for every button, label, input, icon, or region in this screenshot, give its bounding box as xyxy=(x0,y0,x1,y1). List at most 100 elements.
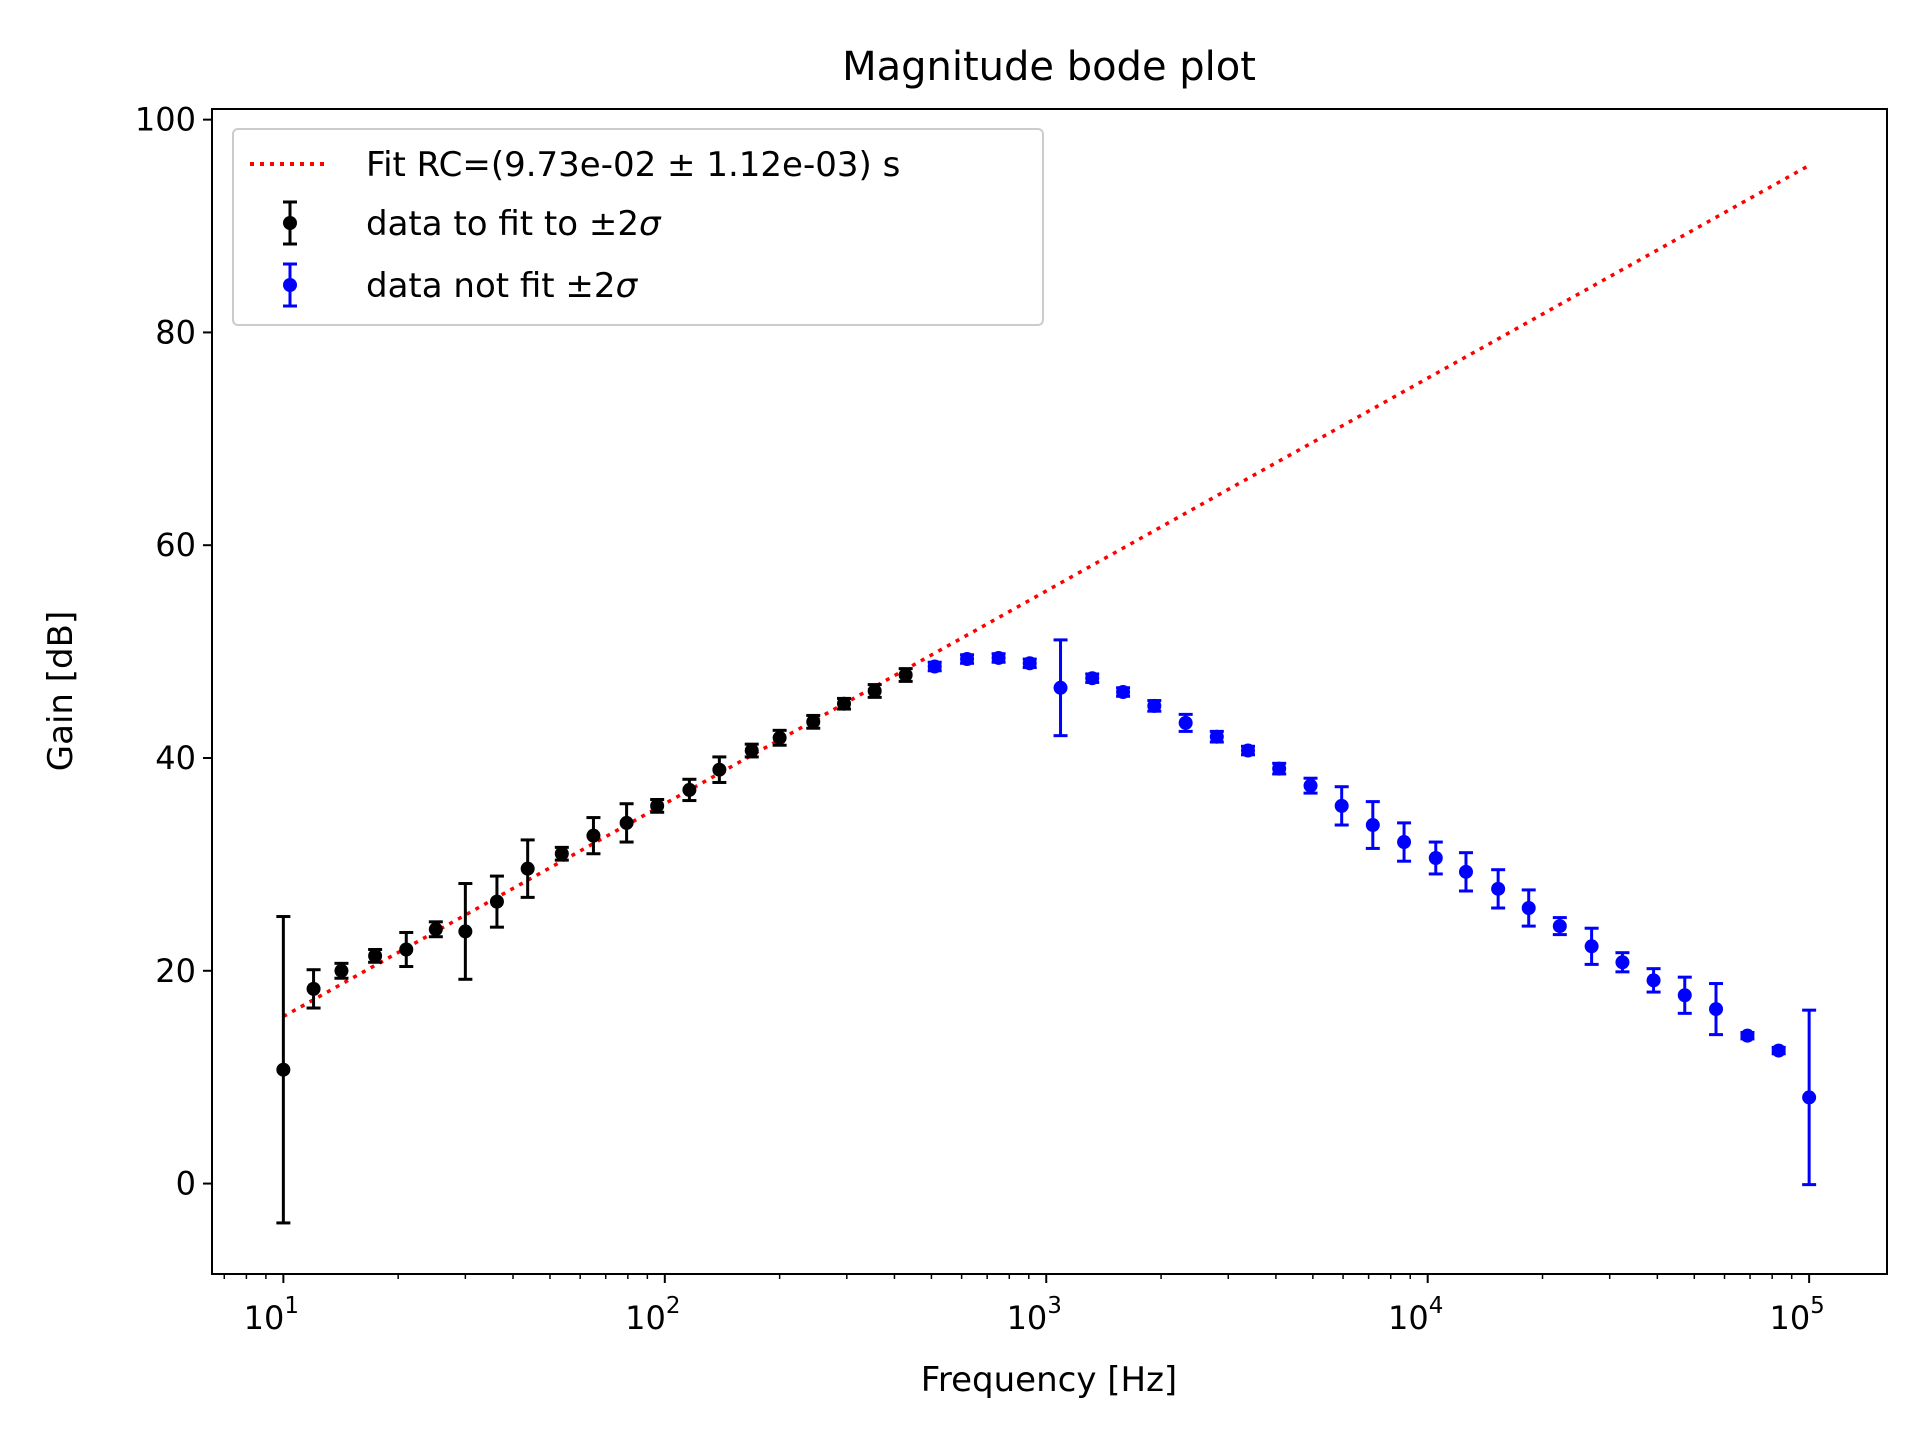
not-fit-data-point-17 xyxy=(1458,851,1473,893)
not-fit-data-point-28 xyxy=(1802,1008,1817,1187)
fit-data-point-17 xyxy=(806,713,821,730)
not-fit-data-point-14 xyxy=(1365,800,1380,850)
fit-data-marker-19 xyxy=(867,683,882,698)
not-fit-data-point-0 xyxy=(927,659,942,674)
not-fit-data-marker-5 xyxy=(1085,671,1100,686)
fit-data-point-3 xyxy=(368,948,383,964)
x-tick-base-4: 10 xyxy=(1769,1299,1810,1337)
not-fit-data-marker-18 xyxy=(1491,881,1506,896)
not-fit-data-point-15 xyxy=(1397,821,1412,863)
legend-fit-data-sample xyxy=(283,200,297,246)
fit-data-point-8 xyxy=(520,838,535,899)
y-tick-label-2: 40 xyxy=(155,739,196,777)
not-fit-data-marker-11 xyxy=(1272,761,1287,776)
not-fit-data-point-12 xyxy=(1303,776,1318,795)
not-fit-data-point-18 xyxy=(1491,868,1506,910)
fit-data-marker-11 xyxy=(619,815,634,830)
legend: Fit RC=(9.73e-02 ± 1.12e-03) s data to f… xyxy=(232,128,1044,326)
not-fit-data-marker-13 xyxy=(1334,798,1349,813)
not-fit-data-marker-4 xyxy=(1053,680,1068,695)
not-fit-data-marker-1 xyxy=(960,652,975,667)
fit-data-point-19 xyxy=(867,683,882,699)
not-fit-data-point-2 xyxy=(991,650,1006,665)
fit-data-point-6 xyxy=(458,882,473,981)
x-tick-label-0: 101 xyxy=(244,1293,299,1337)
legend-not-fit-label: data not fit ±2σ xyxy=(366,266,639,306)
not-fit-data-marker-25 xyxy=(1709,1002,1724,1017)
not-fit-data-point-11 xyxy=(1272,761,1287,776)
fit-data-marker-1 xyxy=(306,981,321,996)
not-fit-data-marker-15 xyxy=(1397,835,1412,850)
x-tick-base-3: 10 xyxy=(1388,1299,1429,1337)
fit-data-marker-4 xyxy=(399,942,414,957)
legend-fit-data-marker xyxy=(283,216,297,230)
x-tick-exp-1: 2 xyxy=(666,1293,681,1319)
not-fit-data-marker-0 xyxy=(927,659,942,674)
fit-data-marker-16 xyxy=(772,730,787,745)
fit-data-marker-8 xyxy=(520,861,535,876)
fit-data-point-11 xyxy=(619,802,634,844)
fit-data-point-20 xyxy=(898,667,913,683)
x-tick-label-2: 103 xyxy=(1007,1293,1062,1337)
chart-title: Magnitude bode plot xyxy=(842,44,1256,90)
fit-data-marker-15 xyxy=(744,743,759,758)
y-tick-label-0: 0 xyxy=(176,1165,196,1203)
fit-data-marker-17 xyxy=(806,714,821,729)
fit-data-point-5 xyxy=(428,920,443,939)
not-fit-data-marker-20 xyxy=(1552,919,1567,934)
x-axis-ticks: 101 102 103 104 105 xyxy=(223,1274,1825,1337)
not-fit-data-marker-10 xyxy=(1241,743,1256,758)
not-fit-data-marker-8 xyxy=(1178,715,1193,730)
fit-data-marker-5 xyxy=(428,922,443,937)
y-tick-label-1: 20 xyxy=(155,952,196,990)
legend-not-fit-text: data not fit ±2 xyxy=(366,266,616,306)
legend-not-fit-sigma: σ xyxy=(616,266,639,306)
plot-frame xyxy=(211,108,1888,1275)
not-fit-data-point-6 xyxy=(1116,685,1131,700)
y-axis-label: Gain [dB] xyxy=(41,611,81,771)
not-fit-data-marker-7 xyxy=(1147,698,1162,713)
legend-not-fit-sample xyxy=(283,262,297,308)
not-fit-data-point-3 xyxy=(1022,656,1037,671)
not-fit-data-point-27 xyxy=(1771,1043,1786,1058)
not-fit-data-marker-27 xyxy=(1771,1043,1786,1058)
fit-data-point-13 xyxy=(682,777,697,803)
fit-data-marker-12 xyxy=(650,798,665,813)
x-tick-label-4: 105 xyxy=(1769,1293,1824,1337)
y-tick-label-3: 60 xyxy=(155,526,196,564)
not-fit-data-point-26 xyxy=(1740,1028,1755,1043)
not-fit-data-marker-2 xyxy=(991,650,1006,665)
fit-data-point-12 xyxy=(650,797,665,814)
data-points-layer xyxy=(276,638,1817,1225)
fit-data-marker-13 xyxy=(682,782,697,797)
not-fit-data-point-7 xyxy=(1147,698,1162,713)
fit-data-marker-14 xyxy=(712,762,727,777)
fit-data-point-7 xyxy=(489,874,504,929)
not-fit-data-point-1 xyxy=(960,652,975,667)
fit-data-point-4 xyxy=(399,930,414,969)
fit-data-point-15 xyxy=(744,742,759,759)
not-fit-data-point-24 xyxy=(1677,975,1692,1015)
fit-line xyxy=(282,163,1810,1019)
fit-data-marker-6 xyxy=(458,924,473,939)
not-fit-data-point-4 xyxy=(1053,638,1068,738)
not-fit-data-point-23 xyxy=(1646,967,1661,994)
not-fit-data-point-19 xyxy=(1521,888,1536,928)
not-fit-data-marker-16 xyxy=(1428,851,1443,866)
legend-fit-data-text: data to fit to ±2 xyxy=(366,204,639,244)
not-fit-data-marker-3 xyxy=(1022,656,1037,671)
not-fit-data-point-10 xyxy=(1241,743,1256,758)
not-fit-data-marker-14 xyxy=(1365,818,1380,833)
legend-fit-data-label: data to fit to ±2σ xyxy=(366,204,662,244)
x-tick-exp-2: 3 xyxy=(1047,1293,1062,1319)
not-fit-data-point-21 xyxy=(1584,926,1599,966)
not-fit-data-point-5 xyxy=(1085,671,1100,686)
y-axis-ticks: 0 20 40 60 80 100 xyxy=(135,101,212,1203)
x-tick-exp-0: 1 xyxy=(284,1293,299,1319)
y-tick-label-4: 80 xyxy=(155,313,196,351)
fit-data-marker-3 xyxy=(368,948,383,963)
not-fit-data-marker-12 xyxy=(1303,778,1318,793)
not-fit-data-marker-24 xyxy=(1677,988,1692,1003)
not-fit-data-marker-23 xyxy=(1646,973,1661,988)
